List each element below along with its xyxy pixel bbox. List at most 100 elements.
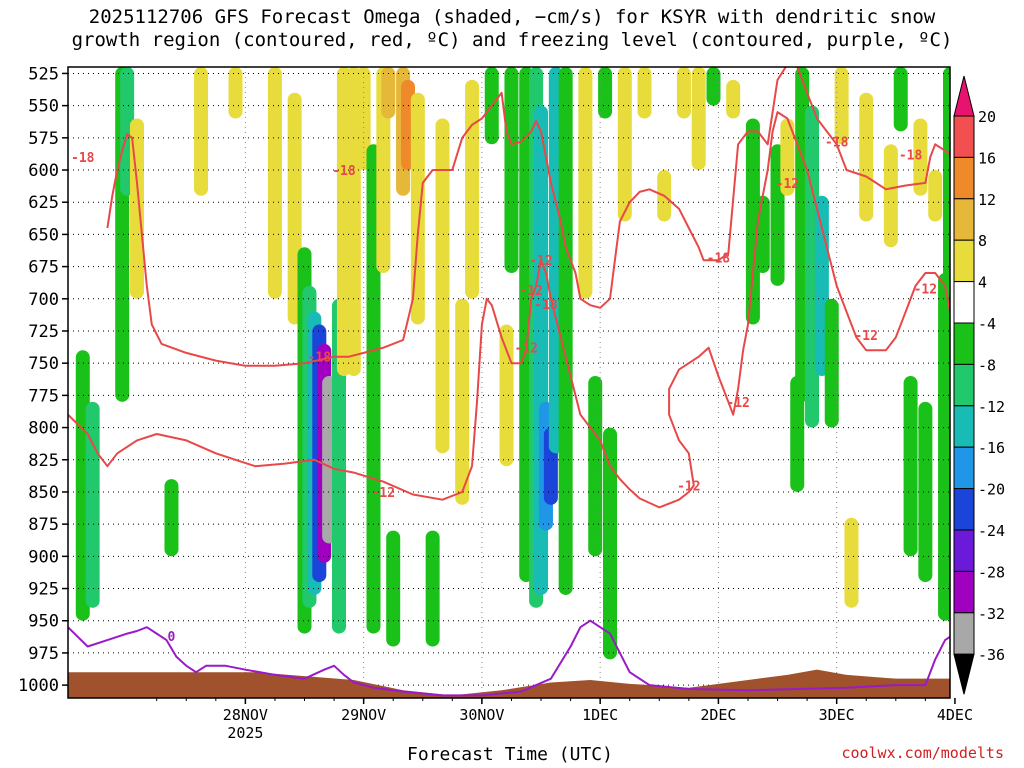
omega-shade-22 — [381, 67, 396, 119]
omega-shade-29 — [455, 298, 470, 505]
svg-text:-12: -12 — [854, 329, 877, 344]
colorbar-swatch-11 — [953, 529, 975, 572]
omega-shade-19 — [356, 67, 371, 171]
y-tick-label-4: 625 — [28, 193, 59, 213]
svg-text:-18: -18 — [707, 252, 731, 267]
svg-text:-18: -18 — [71, 151, 95, 166]
svg-text:-12: -12 — [776, 177, 799, 192]
omega-shade-44 — [603, 427, 618, 660]
omega-shade-5 — [164, 479, 179, 557]
omega-shade-27 — [425, 530, 440, 647]
svg-text:-18: -18 — [825, 136, 849, 151]
colorbar-swatch-4 — [953, 239, 975, 283]
colorbar-swatch-8 — [953, 405, 975, 448]
colorbar-label-3: 8 — [978, 232, 987, 250]
colorbar-label-10: -24 — [978, 522, 1005, 540]
omega-shade-69 — [928, 170, 943, 222]
omega-shade-46 — [637, 67, 652, 119]
svg-text:-18: -18 — [332, 164, 356, 179]
omega-shade-51 — [726, 79, 741, 119]
colorbar-swatch-1 — [953, 115, 975, 158]
x-tick-sublabel-0: 2025 — [227, 724, 263, 742]
y-tick-label-6: 675 — [28, 258, 59, 278]
y-tick-label-13: 850 — [28, 483, 59, 503]
y-tick-label-5: 650 — [28, 225, 59, 245]
contour-label-4: -18 — [707, 252, 731, 267]
omega-shade-49 — [691, 67, 706, 171]
omega-shade-1 — [85, 401, 100, 608]
y-tick-label-16: 925 — [28, 580, 59, 600]
y-tick-label-2: 575 — [28, 129, 59, 149]
svg-text:-12: -12 — [677, 480, 700, 495]
colorbar-label-8: -16 — [978, 439, 1005, 457]
y-tick-label-15: 900 — [28, 547, 59, 567]
colorbar-label-5: -4 — [978, 315, 996, 333]
omega-shade-33 — [504, 67, 519, 274]
contour-label-6: -18 — [899, 149, 923, 164]
x-tick-label-5: 3DEC — [819, 706, 855, 724]
title-line-2: growth region (contoured, red, ºC) and f… — [71, 29, 953, 51]
colorbar-swatch-6 — [953, 322, 975, 365]
omega-shade-45 — [617, 67, 632, 222]
omega-shade-70 — [938, 273, 950, 621]
contour-label-7: -12 — [372, 486, 395, 501]
contour-label-11: -12 — [677, 480, 700, 495]
svg-text:-18: -18 — [899, 149, 923, 164]
colorbar-label-4: 4 — [978, 274, 987, 292]
chart-title: 2025112706 GFS Forecast Omega (shaded, −… — [0, 6, 1024, 52]
omega-shade-8 — [267, 67, 282, 299]
omega-shade-56 — [790, 376, 805, 492]
omega-shade-30 — [465, 79, 480, 299]
contour-0-2 — [68, 619, 950, 697]
omega-shade-7 — [228, 67, 243, 119]
y-tick-label-9: 750 — [28, 354, 59, 374]
contour-label-9: -12 — [519, 284, 542, 299]
y-tick-label-0: 525 — [28, 64, 59, 84]
colorbar-label-11: -28 — [978, 563, 1005, 581]
y-tick-label-8: 725 — [28, 322, 59, 342]
x-tick-label-4: 2DEC — [700, 706, 736, 724]
colorbar-label-13: -36 — [978, 646, 1005, 664]
omega-shade-60 — [824, 298, 839, 428]
colorbar-swatch-7 — [953, 363, 975, 407]
y-tick-label-14: 875 — [28, 515, 59, 535]
omega-shade-42 — [588, 376, 603, 557]
title-line-1: 2025112706 GFS Forecast Omega (shaded, −… — [88, 6, 936, 28]
omega-shade-41 — [578, 67, 593, 299]
x-tick-label-2: 30NOV — [459, 706, 504, 724]
colorbar-swatch-12 — [953, 570, 975, 614]
svg-text:-12: -12 — [372, 486, 395, 501]
omega-shade-16 — [332, 298, 347, 634]
colorbar-label-6: -8 — [978, 356, 996, 374]
omega-shade-4 — [129, 118, 144, 299]
contour-label-8: -12 — [515, 342, 538, 357]
omega-shade-52 — [745, 118, 760, 325]
svg-text:-18: -18 — [534, 298, 558, 313]
omega-shade-32 — [499, 324, 514, 467]
colorbar: 20 16 12 8 4 -4 -8 -12 -16 -20 -24 -28 -32 -36 — [953, 75, 1005, 695]
x-tick-label-6: 4DEC — [937, 706, 973, 724]
credit-link[interactable]: coolwx.com/modelts — [841, 744, 1004, 762]
svg-text:-18: -18 — [308, 351, 332, 366]
omega-shade-6 — [194, 67, 209, 196]
colorbar-bottom-arrow — [953, 653, 975, 695]
contour-label-5: -18 — [825, 136, 849, 151]
plot-frame — [67, 66, 951, 699]
y-tick-label-10: 775 — [28, 386, 59, 406]
colorbar-swatch-5 — [953, 281, 975, 324]
colorbar-label-12: -32 — [978, 605, 1005, 623]
svg-text:-12: -12 — [726, 396, 749, 411]
colorbar-label-2: 12 — [978, 191, 996, 209]
contour-label-14: -12 — [854, 329, 877, 344]
omega-shade-50 — [706, 67, 721, 106]
omega-shade-48 — [676, 67, 691, 119]
omega-shade-28 — [435, 118, 450, 454]
contour-label-10: -12 — [529, 254, 552, 269]
colorbar-swatch-2 — [953, 156, 975, 200]
omega-shade-62 — [844, 517, 859, 608]
colorbar-swatch-10 — [953, 488, 975, 531]
y-tick-label-17: 950 — [28, 612, 59, 632]
colorbar-swatch-3 — [953, 198, 975, 241]
contour-label-0: -18 — [71, 151, 95, 166]
